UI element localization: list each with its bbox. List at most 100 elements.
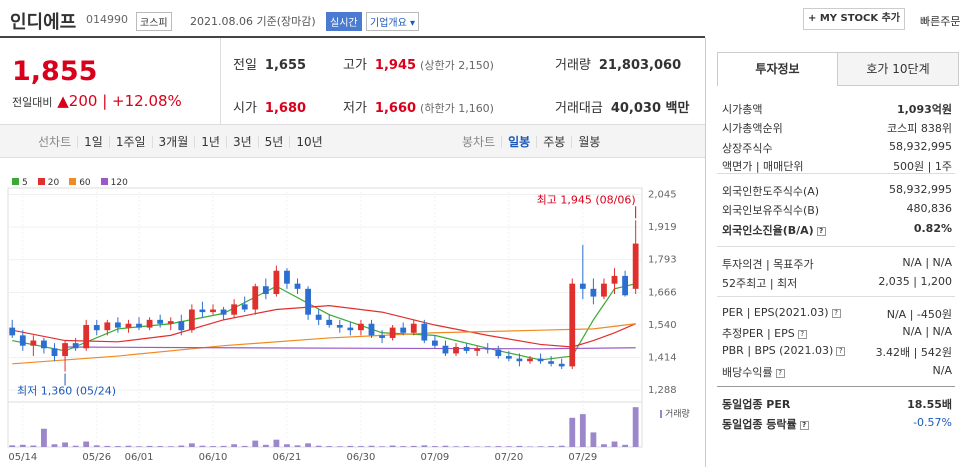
volume-bar (62, 442, 68, 447)
volume-bar (463, 446, 470, 447)
x-tick-label: 06/10 (199, 452, 228, 463)
volume-bar (400, 446, 407, 447)
candle-body (125, 323, 132, 328)
info-tab[interactable]: 투자정보 (717, 52, 838, 86)
info-label: PBR | BPS (2021.03)? (722, 344, 846, 357)
overview-button[interactable]: 기업개요 ▾ (366, 12, 420, 31)
info-value: 58,932,995 (889, 183, 952, 196)
info-label: 액면가 | 매매단위 (722, 158, 804, 174)
x-tick-label: 06/30 (347, 452, 376, 463)
order-link[interactable]: 빠른주문 (920, 15, 961, 28)
info-value: N/A (932, 364, 952, 377)
help-icon: ? (775, 368, 785, 378)
info-tab[interactable]: 호가 10단계 (838, 52, 959, 86)
period-tab[interactable]: 5년 (257, 136, 290, 148)
volume-bar (389, 445, 396, 447)
info-value: 3.42배 | 542원 (875, 346, 952, 359)
candle-body (252, 286, 259, 310)
info-label-text: 시가총액순위 (722, 122, 783, 135)
info-label: 52주최고 | 최저 (722, 275, 797, 291)
volume-bar (632, 407, 639, 447)
info-label-text: 외국인한도주식수(A) (722, 185, 820, 198)
volume-bar (484, 446, 491, 447)
group-divider (717, 296, 955, 297)
candle-body (9, 327, 16, 336)
info-label-text: 외국인보유주식수(B) (722, 204, 820, 217)
period-tab[interactable]: 월봉 (571, 136, 606, 148)
info-label-text: 투자의견 | 목표주가 (722, 258, 814, 271)
help-icon: ? (816, 226, 826, 236)
candle-body (93, 325, 100, 331)
period-tab[interactable]: 1년 (194, 136, 226, 148)
change-label: 전일대비 (12, 96, 53, 109)
candle-body (294, 283, 301, 289)
info-row: PER | EPS(2021.03)? N/A | -450원 (722, 306, 952, 324)
candle-body (611, 275, 618, 284)
info-row: 액면가 | 매매단위 500원 | 1주 (722, 158, 952, 176)
period-bar: 선차트 1일 1주일 3개월 1년 3년 5년 10년 봉차트 일봉 주봉 월봉 (0, 124, 705, 158)
y-tick-label: 2,045 (648, 189, 677, 200)
period-tab[interactable]: 3개월 (151, 136, 195, 148)
candle-body (579, 283, 586, 289)
volume-bar (326, 446, 333, 447)
info-row: 동일업종 PER 18.55배 (722, 396, 952, 414)
candle-body (410, 323, 417, 333)
volume-bar (305, 443, 311, 447)
info-row: 시가총액 1,093억원 (722, 101, 952, 119)
candle-body (51, 348, 58, 357)
help-icon: ? (799, 420, 809, 430)
mystock-text: MY STOCK 추가 (819, 13, 901, 24)
field-label: 저가 (343, 101, 367, 116)
x-tick-label: 06/01 (125, 452, 154, 463)
quote-field: 거래대금 40,030 백만 (555, 97, 689, 116)
volume-bar (104, 445, 111, 447)
chart: 1,288 1,414 1,540 1,666 1,793 1,919 2,045 05/14… (7, 187, 690, 463)
volume-bar (9, 445, 16, 447)
mystock-button[interactable]: + MY STOCK 추가 (803, 8, 905, 30)
volume-bar (347, 445, 354, 447)
field-label: 거래대금 (555, 101, 603, 116)
info-label: 동일업종 등락률? (722, 416, 809, 432)
period-tab[interactable]: 3년 (225, 136, 258, 148)
info-label-text: 추정PER | EPS (722, 327, 795, 340)
change-row: 전일대비 ▲200 | +12.08% (12, 92, 182, 110)
volume-bar (167, 446, 174, 447)
price: 1,855 (12, 56, 98, 87)
candle-body (72, 343, 79, 349)
period-tab[interactable]: 1일 (77, 136, 109, 148)
x-tick-label: 07/29 (568, 452, 597, 463)
info-value: 1,093억원 (896, 103, 952, 116)
info-label-text: PBR | BPS (2021.03) (722, 344, 834, 357)
candle-body (463, 347, 470, 351)
candle-body (220, 309, 227, 315)
volume-bar (72, 445, 79, 447)
info-row: 외국인보유주식수(B) 480,836 (722, 202, 952, 220)
field-value: 1,660 (374, 101, 417, 116)
info-value: N/A | N/A (902, 325, 952, 338)
line-tabs: 선차트 1일 1주일 3개월 1년 3년 5년 10년 (32, 135, 329, 149)
volume-bar (315, 445, 322, 447)
candle-body (305, 288, 311, 315)
volume-bar (19, 444, 26, 447)
info-value: 2,035 | 1,200 (878, 275, 952, 288)
legend-swatch (69, 178, 77, 185)
info-label-text: 상장주식수 (722, 142, 773, 155)
candle-body (210, 309, 216, 313)
candle-body (400, 327, 407, 333)
period-tab[interactable]: 일봉 (501, 136, 536, 148)
info-label: 상장주식수 (722, 140, 773, 156)
info-label: 외국인한도주식수(A) (722, 183, 819, 199)
volume-bar (431, 446, 438, 447)
candle-body (167, 321, 174, 324)
realtime-button[interactable]: 실시간 (326, 12, 362, 31)
volume-bar (83, 441, 90, 447)
period-tab[interactable]: 주봉 (536, 136, 571, 148)
info-label: 외국인소진율(B/A)? (722, 222, 826, 238)
info-label-text: 52주최고 | 최저 (722, 277, 798, 290)
field-label: 거래량 (555, 58, 591, 73)
candle-body (431, 340, 438, 346)
volume-bar (453, 446, 459, 447)
period-tab[interactable]: 10년 (289, 136, 328, 148)
ma-line (65, 346, 636, 350)
period-tab[interactable]: 1주일 (108, 136, 152, 148)
